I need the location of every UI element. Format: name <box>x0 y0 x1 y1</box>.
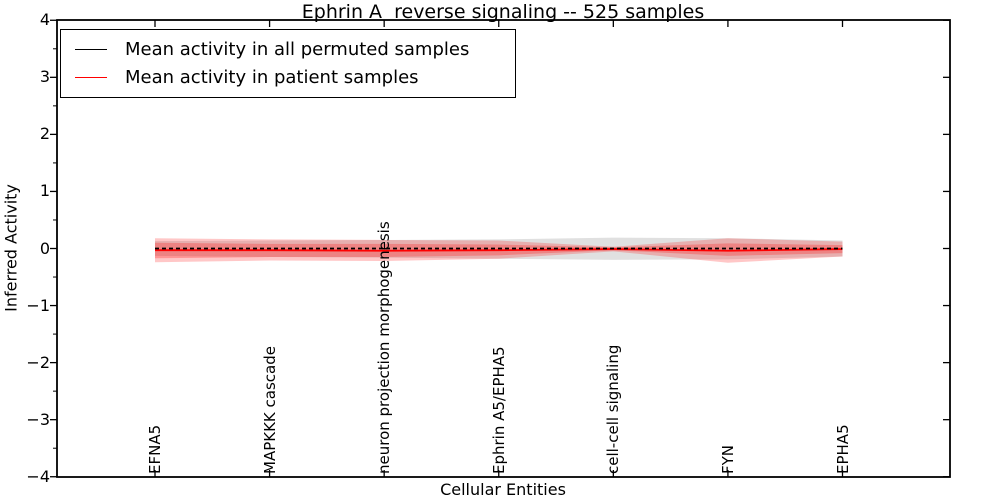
y-tick-label: 1 <box>39 181 50 201</box>
y-tick-label: 2 <box>39 124 50 144</box>
legend: Mean activity in all permuted samples Me… <box>60 29 516 98</box>
legend-label: Mean activity in patient samples <box>125 67 419 88</box>
patient-line-swatch-icon <box>75 77 107 78</box>
x-tick-label: EPHA5 <box>833 424 852 474</box>
y-tick-label: −3 <box>26 409 50 429</box>
x-tick-label: MAPKKK cascade <box>260 346 279 474</box>
x-tick-label: neuron projection morphogenesis <box>375 221 394 474</box>
legend-item-patient: Mean activity in patient samples <box>61 67 515 88</box>
y-tick-label: 4 <box>39 10 50 30</box>
chart-title: Ephrin A reverse signaling -- 525 sample… <box>301 1 705 23</box>
x-tick-label: EFNA5 <box>146 424 164 474</box>
x-axis-label: Cellular Entities <box>440 480 566 499</box>
x-tick-label: Ephrin A5/EPHA5 <box>489 346 508 474</box>
y-tick-label: −4 <box>26 466 50 486</box>
y-tick-label: −1 <box>26 295 50 315</box>
x-tick-label: cell-cell signaling <box>604 344 623 474</box>
patient-mean-line <box>155 248 843 252</box>
axes-frame <box>56 19 951 478</box>
y-tick-label: 0 <box>39 238 50 258</box>
x-tick-label: FYN <box>718 444 737 474</box>
legend-label: Mean activity in all permuted samples <box>125 39 470 60</box>
permuted-line-swatch-icon <box>75 49 107 50</box>
y-tick-label: −2 <box>26 352 50 372</box>
legend-item-permuted: Mean activity in all permuted samples <box>61 39 515 60</box>
y-tick-label: 3 <box>39 67 50 87</box>
